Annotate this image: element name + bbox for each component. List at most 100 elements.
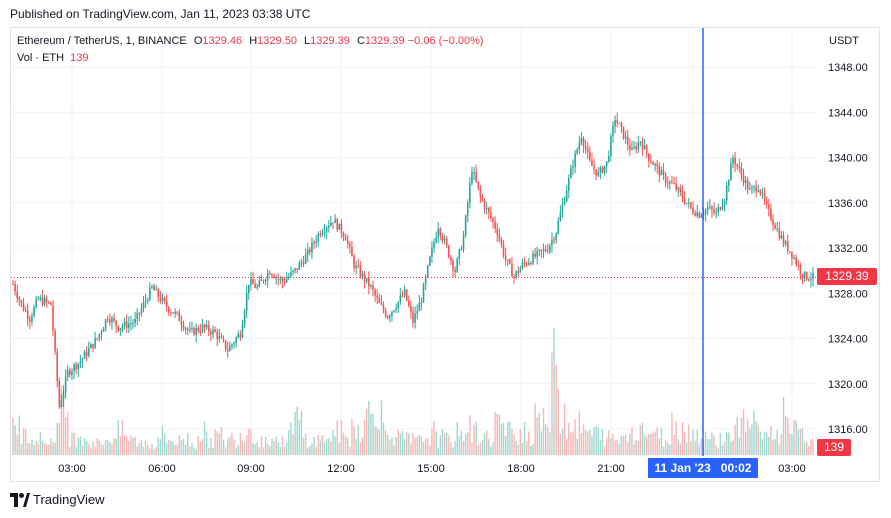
volume-bar bbox=[711, 432, 713, 455]
volume-bar bbox=[184, 444, 187, 455]
candle-body bbox=[458, 249, 461, 259]
volume-bar bbox=[397, 429, 399, 455]
candle-body bbox=[466, 202, 469, 216]
volume-bar bbox=[64, 417, 67, 455]
volume-bar bbox=[197, 436, 199, 455]
candle-body bbox=[58, 380, 61, 407]
volume-bar bbox=[372, 414, 374, 455]
candle-body bbox=[749, 188, 751, 190]
candle-body bbox=[184, 328, 187, 330]
candle-body bbox=[473, 171, 475, 173]
candle-body bbox=[269, 273, 271, 275]
volume-bar bbox=[410, 443, 412, 455]
volume-bar bbox=[12, 417, 14, 455]
volume-bar bbox=[658, 438, 661, 455]
candle-body bbox=[167, 307, 170, 313]
candle-body bbox=[357, 265, 360, 267]
candle-body bbox=[462, 235, 465, 250]
volume-value: 139 bbox=[70, 52, 89, 64]
volume-bar bbox=[290, 422, 292, 455]
volume-bar bbox=[784, 415, 787, 455]
volume-bar bbox=[380, 400, 383, 455]
candle-body bbox=[71, 371, 73, 375]
volume-bar bbox=[557, 388, 559, 455]
volume-bar bbox=[656, 427, 658, 455]
volume-bar bbox=[16, 435, 18, 455]
candle-body bbox=[195, 327, 197, 335]
candle-body bbox=[170, 312, 172, 314]
candle-body bbox=[231, 344, 233, 346]
candle-body bbox=[412, 311, 414, 323]
candle-body bbox=[791, 251, 793, 258]
candle-body bbox=[75, 364, 77, 370]
volume-bar bbox=[542, 407, 545, 455]
candle-body bbox=[671, 181, 673, 183]
volume-bar bbox=[69, 447, 71, 455]
volume-bar bbox=[605, 437, 608, 455]
volume-bar bbox=[321, 435, 324, 455]
candle-body bbox=[435, 237, 437, 243]
candle-body bbox=[778, 228, 781, 239]
volume-bar bbox=[227, 438, 229, 455]
volume-bar bbox=[643, 434, 646, 455]
candle-body bbox=[96, 338, 99, 340]
volume-bar bbox=[111, 444, 113, 455]
volume-bar bbox=[269, 446, 271, 455]
volume-bar bbox=[248, 428, 250, 455]
volume-bar bbox=[294, 412, 296, 455]
candle-body bbox=[759, 189, 762, 194]
volume-bar bbox=[212, 447, 214, 455]
candle-body bbox=[570, 168, 572, 178]
tradingview-logo-icon[interactable] bbox=[10, 492, 30, 507]
volume-bar bbox=[801, 427, 804, 455]
volume-bar bbox=[734, 424, 736, 455]
candle-body bbox=[389, 316, 391, 319]
volume-bar bbox=[707, 439, 709, 455]
candle-body bbox=[201, 324, 204, 332]
volume-bar bbox=[578, 411, 581, 455]
candle-body bbox=[416, 311, 419, 314]
time-tick-label: 06:00 bbox=[148, 463, 176, 475]
candle-body bbox=[372, 285, 374, 290]
candle-body bbox=[803, 272, 806, 278]
volume-bar bbox=[52, 442, 54, 455]
volume-bar bbox=[20, 444, 23, 455]
volume-bar bbox=[525, 441, 528, 455]
candle-body bbox=[83, 351, 86, 359]
volume-bar bbox=[747, 419, 749, 455]
volume-bar bbox=[391, 437, 393, 455]
currency-label[interactable]: USDT bbox=[829, 35, 859, 47]
time-tick-label: 15:00 bbox=[417, 463, 445, 475]
candle-body bbox=[626, 136, 629, 145]
candle-body bbox=[243, 311, 246, 325]
candle-body bbox=[327, 225, 330, 228]
close-value: 1329.39 bbox=[364, 35, 405, 47]
volume-bar bbox=[403, 439, 406, 455]
volume-bar bbox=[483, 433, 486, 455]
candle-body bbox=[717, 207, 720, 213]
footer-brand[interactable]: TradingView bbox=[33, 492, 105, 507]
candle-body bbox=[264, 280, 267, 282]
volume-bar bbox=[742, 408, 745, 455]
candle-body bbox=[666, 183, 669, 185]
candle-body bbox=[125, 321, 128, 328]
candle-body bbox=[776, 228, 779, 230]
volume-bar bbox=[405, 432, 408, 455]
volume-bar bbox=[561, 428, 564, 455]
volume-bar bbox=[365, 408, 368, 455]
symbol-label[interactable]: Ethereum / TetherUS, 1, BINANCE bbox=[17, 35, 187, 47]
volume-bar bbox=[744, 431, 747, 455]
candle-body bbox=[805, 272, 808, 280]
volume-bar bbox=[376, 427, 378, 455]
volume-bar bbox=[683, 431, 686, 455]
volume-label[interactable]: Vol · ETH bbox=[17, 52, 65, 64]
volume-bar bbox=[83, 438, 86, 455]
chart-frame[interactable] bbox=[10, 27, 880, 482]
volume-bar bbox=[471, 442, 473, 455]
volume-bar bbox=[102, 445, 105, 455]
volume-bar bbox=[654, 431, 656, 455]
high-label: H bbox=[249, 35, 258, 47]
candle-body bbox=[620, 123, 623, 127]
volume-bar bbox=[799, 428, 802, 455]
